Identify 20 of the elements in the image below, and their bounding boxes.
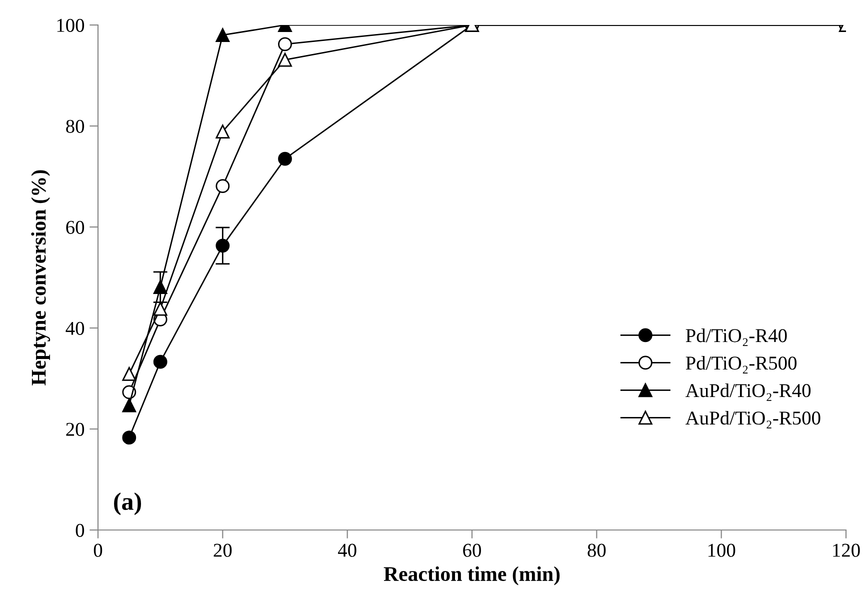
legend-label: Pd/TiO₂-R500 (686, 356, 797, 374)
y-tick-label: 100 (57, 18, 84, 32)
x-tick-label: 100 (708, 544, 736, 557)
x-tick-label: 80 (588, 544, 606, 557)
x-tick-label: 0 (94, 544, 102, 557)
x-tick-label: 20 (214, 544, 232, 557)
y-tick-label: 0 (76, 524, 84, 537)
legend-label: AuPd/TiO₂-R40 (685, 383, 811, 401)
y-axis-title: Heptyne conversion (%) (31, 170, 50, 386)
legend-label: Pd/TiO₂-R40 (686, 328, 787, 346)
y-tick-label: 40 (66, 322, 84, 335)
x-tick-label: 60 (463, 544, 481, 557)
x-tick-label: 120 (833, 544, 860, 557)
y-tick-label: 20 (66, 422, 84, 436)
x-axis-title: Reaction time (min) (384, 566, 560, 586)
x-tick-label: 40 (338, 544, 356, 557)
legend-label: AuPd/TiO₂-R500 (685, 410, 820, 428)
y-tick-label: 80 (66, 120, 84, 133)
annotation: (a) (114, 492, 142, 516)
y-tick-label: 60 (66, 220, 84, 234)
